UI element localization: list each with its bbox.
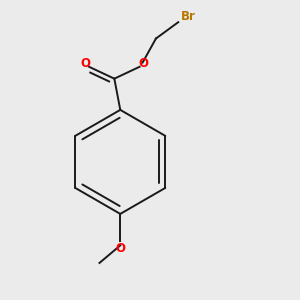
Text: O: O: [115, 242, 125, 255]
Text: O: O: [139, 57, 148, 70]
Text: O: O: [80, 57, 91, 70]
Text: Br: Br: [181, 10, 196, 23]
